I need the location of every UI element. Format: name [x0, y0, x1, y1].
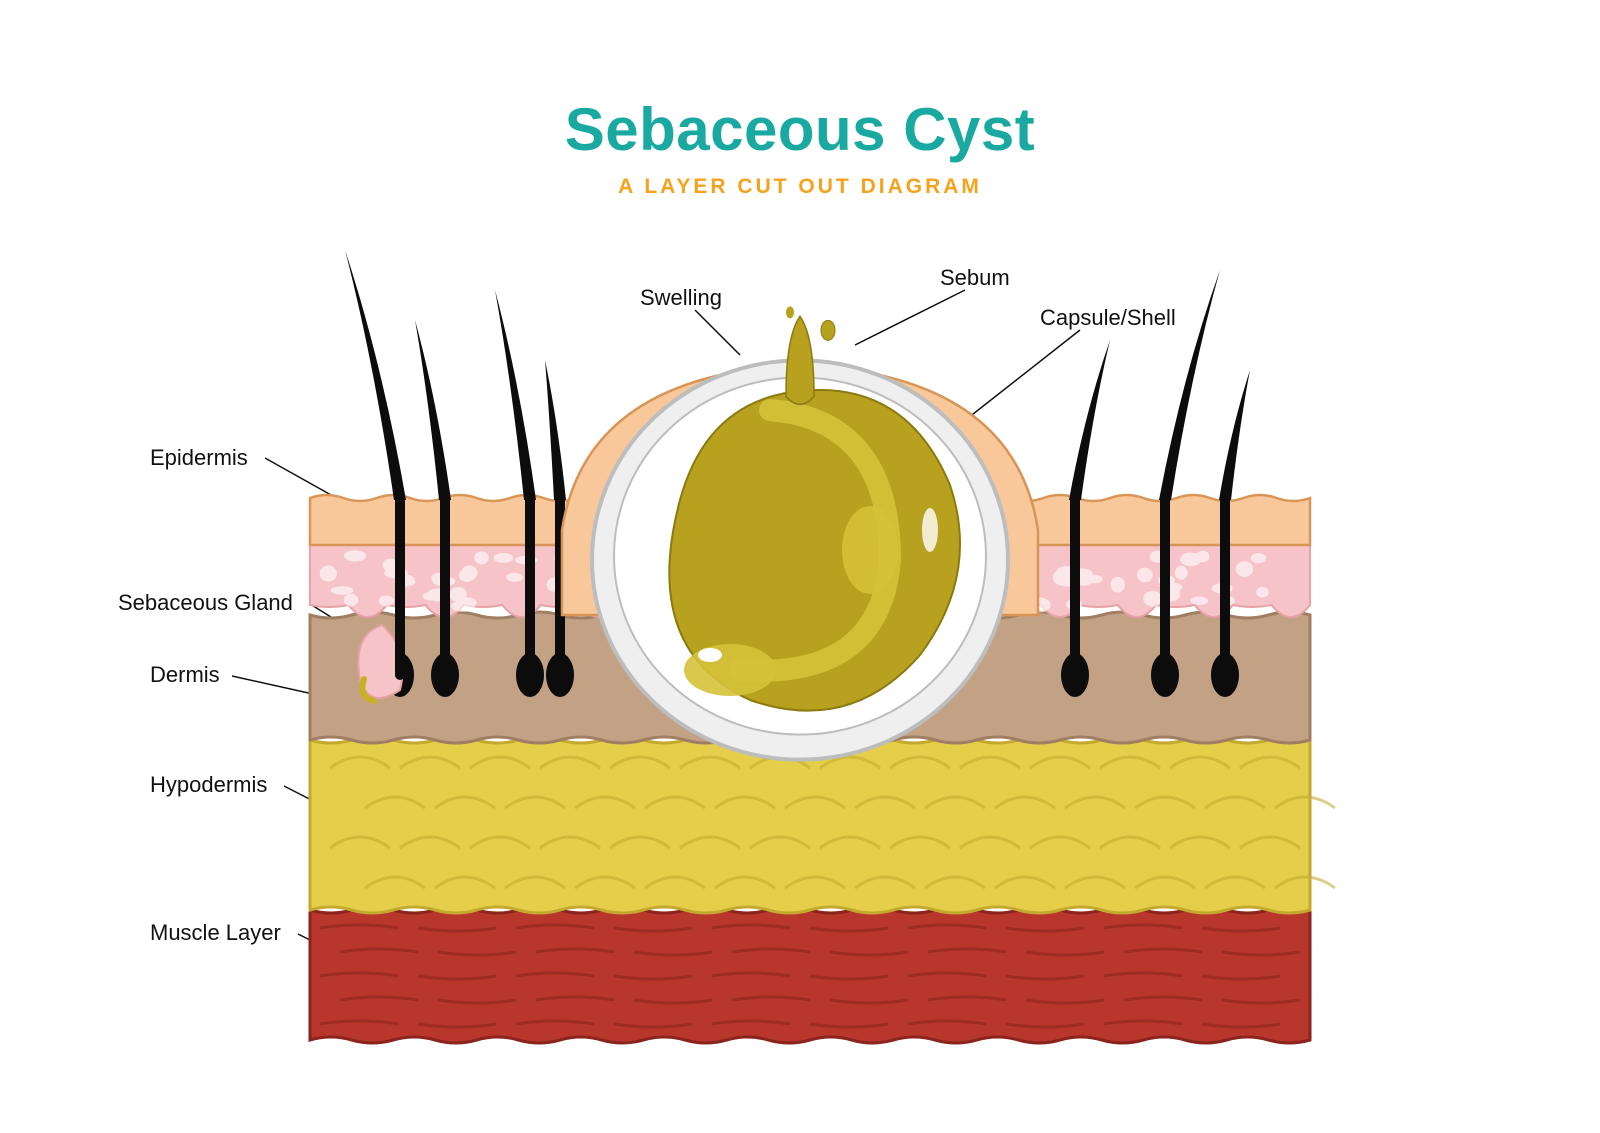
label-sebum: Sebum — [940, 265, 1010, 291]
label-swelling: Swelling — [640, 285, 722, 311]
layer-muscle — [310, 907, 1310, 1043]
diagram-canvas: Sebaceous Cyst A LAYER CUT OUT DIAGRAM — [0, 0, 1600, 1133]
layer-hypodermis — [310, 737, 1335, 913]
label-hypodermis: Hypodermis — [150, 772, 267, 798]
label-sebaceous_gland: Sebaceous Gland — [118, 590, 293, 616]
label-epidermis: Epidermis — [150, 445, 248, 471]
label-dermis: Dermis — [150, 662, 220, 688]
label-muscle: Muscle Layer — [150, 920, 281, 946]
skin-diagram — [0, 0, 1600, 1133]
label-capsule: Capsule/Shell — [1040, 305, 1176, 331]
